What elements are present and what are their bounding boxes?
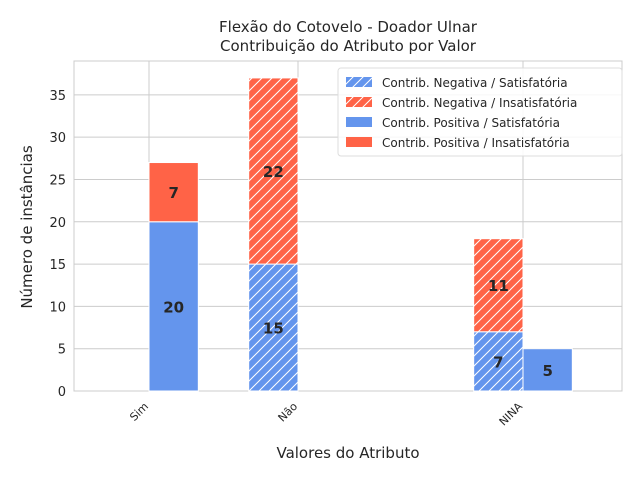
y-tick-label: 20 (49, 216, 66, 231)
x-tick-labels: Sim Não NINA (127, 400, 525, 429)
chart-title-line-2: Contribuição do Atributo por Valor (220, 37, 477, 55)
x-axis-label: Valores do Atributo (276, 444, 419, 462)
x-tick-label: Não (276, 400, 301, 425)
y-tick-label: 10 (49, 300, 66, 315)
bar-hatch (473, 238, 523, 332)
bar (148, 162, 199, 223)
legend-box (337, 67, 623, 157)
legend-swatch-hatch (346, 97, 372, 107)
y-tick-label: 0 (58, 385, 66, 400)
bar-value-label: 7 (168, 184, 178, 202)
y-tick-label: 35 (49, 89, 66, 104)
data-labels: 20 7 5 15 22 7 11 (163, 163, 553, 380)
bar-hatch (248, 264, 298, 391)
bar-hatch (248, 77, 298, 265)
legend-swatch-hatch (346, 77, 372, 87)
bar-value-label: 11 (488, 277, 509, 295)
legend-swatch (346, 137, 372, 147)
bar-value-label: 22 (263, 163, 284, 181)
legend-swatch (346, 117, 372, 127)
x-tick-label: NINA (497, 400, 526, 429)
bars (148, 77, 573, 392)
bar-value-label: 20 (163, 298, 184, 316)
legend-label: Contrib. Positiva / Satisfatória (382, 116, 560, 130)
bar-value-label: 7 (493, 353, 503, 371)
y-tick-labels: 0 5 10 15 20 25 30 35 (49, 89, 66, 400)
y-axis-label: Número de instâncias (18, 145, 36, 309)
bar-hatch (473, 331, 523, 391)
legend-label: Contrib. Negativa / Insatisfatória (382, 96, 577, 110)
bar (522, 348, 573, 392)
y-tick-label: 25 (49, 173, 66, 188)
bar-value-label: 15 (263, 320, 284, 338)
bar (148, 221, 199, 392)
y-tick-label: 5 (58, 343, 66, 358)
y-tick-label: 15 (49, 258, 66, 273)
x-tick-label: Sim (127, 400, 151, 424)
legend-label: Contrib. Negativa / Satisfatória (382, 76, 568, 90)
bar-value-label: 5 (542, 362, 552, 380)
y-tick-label: 30 (49, 131, 66, 146)
legend: Contrib. Negativa / Satisfatória Contrib.… (337, 67, 623, 157)
chart-title-line-1: Flexão do Cotovelo - Doador Ulnar (219, 18, 478, 36)
legend-label: Contrib. Positiva / Insatisfatória (382, 136, 570, 150)
